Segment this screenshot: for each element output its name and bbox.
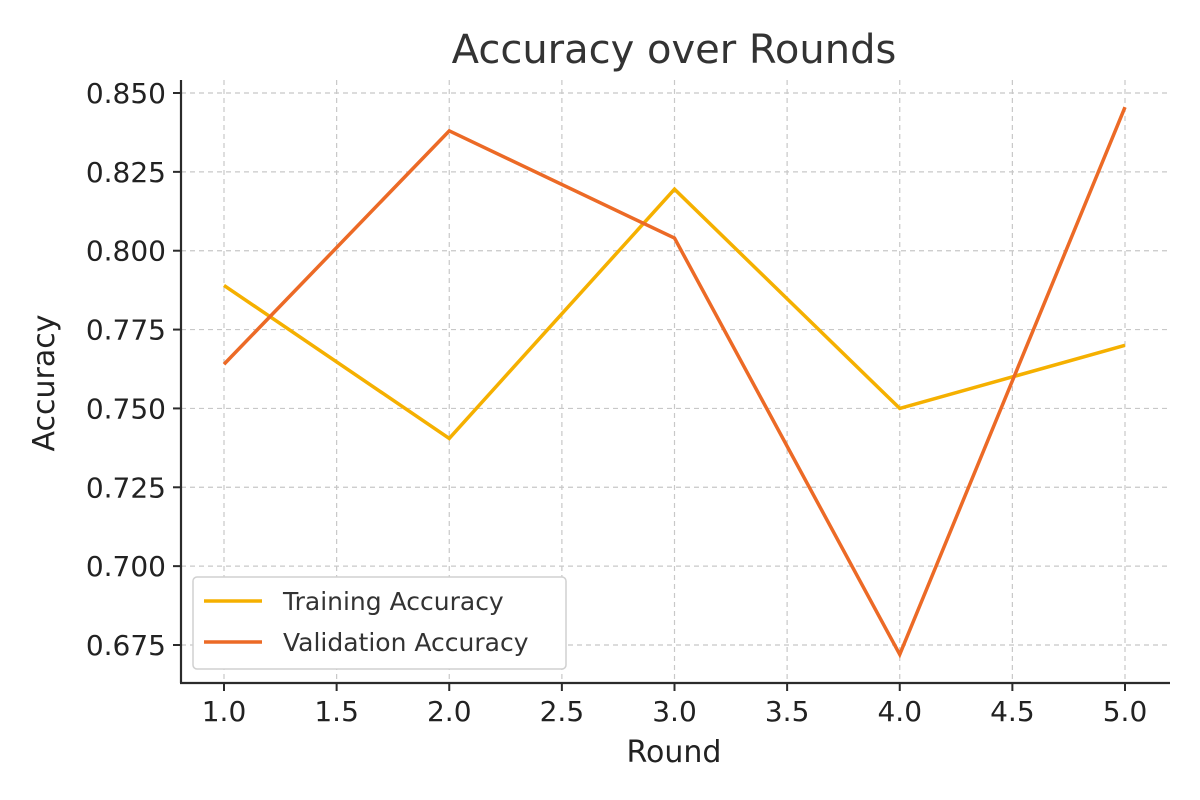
y-tick-label: 0.825 — [86, 156, 166, 189]
chart-title: Accuracy over Rounds — [452, 27, 897, 73]
y-axis-title: Accuracy — [27, 315, 62, 452]
x-tick-label: 4.0 — [877, 695, 922, 728]
x-tick-label: 2.5 — [540, 695, 585, 728]
legend: Training Accuracy Validation Accuracy — [192, 576, 567, 670]
legend-box — [192, 576, 567, 670]
y-tick-label: 0.700 — [86, 550, 166, 583]
y-tick-label: 0.675 — [86, 629, 166, 662]
series-line-validation-accuracy — [222, 106, 1127, 659]
series-lines — [222, 106, 1127, 659]
y-tick-label: 0.725 — [86, 471, 166, 504]
y-tick-label: 0.750 — [86, 392, 166, 425]
series-line-training-accuracy — [223, 186, 1126, 441]
x-tick-label: 4.5 — [990, 695, 1035, 728]
x-tick-label: 3.5 — [765, 695, 810, 728]
legend-label-training: Training Accuracy — [282, 587, 504, 616]
y-tick-label: 0.800 — [86, 235, 166, 268]
x-tick-label: 1.5 — [314, 695, 359, 728]
x-tick-label: 3.0 — [652, 695, 697, 728]
x-axis-title: Round — [627, 735, 722, 770]
y-tick-label: 0.850 — [86, 77, 166, 110]
x-tick-label: 1.0 — [202, 695, 247, 728]
y-tick-label: 0.775 — [86, 314, 166, 347]
x-tick-label: 5.0 — [1103, 695, 1148, 728]
axis-ticks: 1.0 1.5 2.0 2.5 3.0 3.5 4.0 4.5 5.0 0.675 0.700 0.7… — [86, 77, 1147, 728]
x-tick-label: 2.0 — [427, 695, 472, 728]
legend-label-validation: Validation Accuracy — [283, 628, 529, 657]
